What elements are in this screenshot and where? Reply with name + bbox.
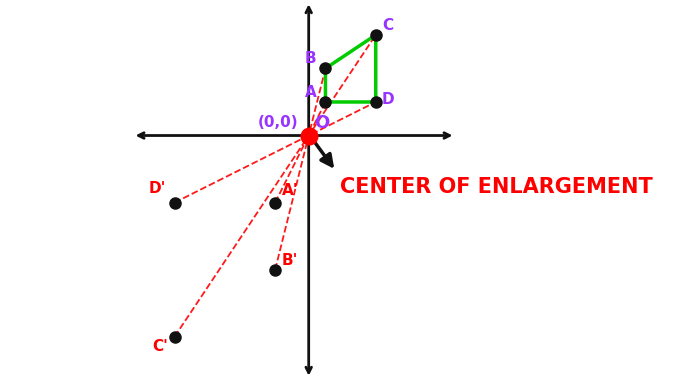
Text: D': D' (148, 181, 166, 196)
Text: C': C' (153, 339, 168, 354)
Text: B': B' (281, 253, 298, 268)
Text: O: O (314, 114, 329, 132)
Text: CENTER OF ENLARGEMENT: CENTER OF ENLARGEMENT (340, 177, 653, 198)
Text: B: B (304, 51, 317, 66)
Text: D: D (382, 92, 395, 108)
Text: C: C (382, 18, 393, 33)
Text: A: A (304, 85, 317, 100)
Text: (0,0): (0,0) (258, 116, 298, 130)
Text: A': A' (281, 184, 298, 198)
